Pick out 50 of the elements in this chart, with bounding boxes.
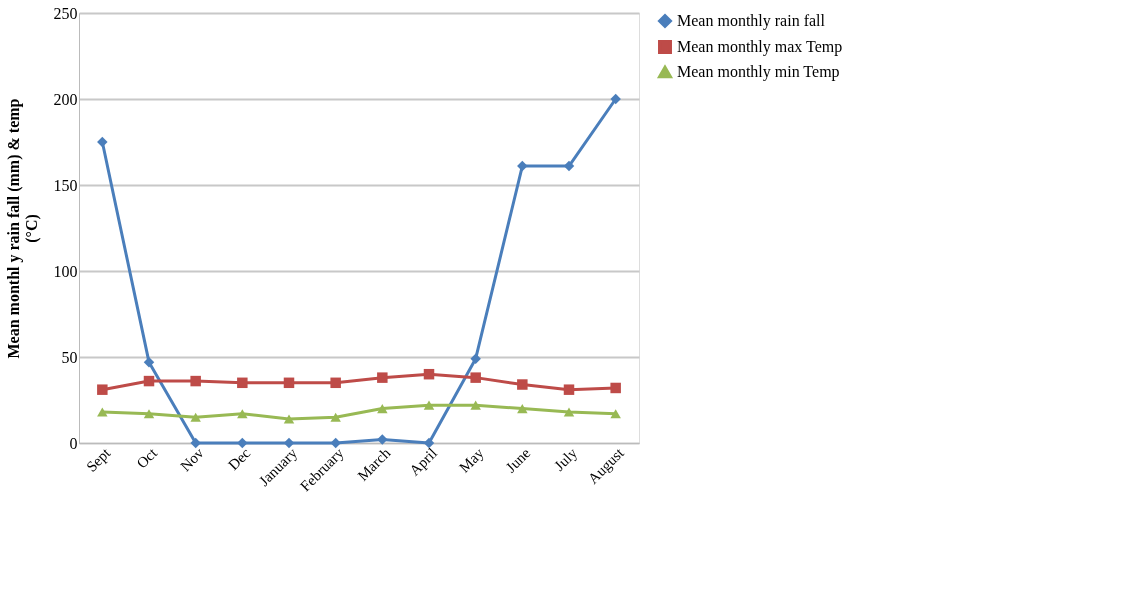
point xyxy=(330,437,341,449)
point xyxy=(143,356,155,368)
point xyxy=(97,407,108,417)
point xyxy=(97,136,108,148)
x-tick-label: Oct xyxy=(133,444,161,472)
point xyxy=(330,377,341,389)
x-tick-label: July xyxy=(551,444,581,474)
point xyxy=(563,407,575,417)
point xyxy=(190,375,201,387)
point xyxy=(330,412,341,422)
point xyxy=(610,93,621,105)
point xyxy=(283,414,295,424)
point xyxy=(610,409,621,419)
x-tick-label: Nov xyxy=(177,444,208,475)
legend-label: Mean monthly min Temp xyxy=(677,63,840,81)
y-tick-label: 100 xyxy=(53,262,78,280)
x-tick-label: Sept xyxy=(83,444,115,475)
point xyxy=(143,375,155,387)
point xyxy=(97,384,108,395)
point xyxy=(377,434,388,445)
y-tick-label: 250 xyxy=(53,4,78,22)
point xyxy=(423,400,435,410)
point xyxy=(190,412,201,422)
point xyxy=(517,160,528,172)
point xyxy=(563,384,575,395)
point xyxy=(190,437,201,449)
legend-label: Mean monthly rain fall xyxy=(677,12,826,30)
y-tick-label: 50 xyxy=(61,348,78,366)
y-tick-label: 200 xyxy=(53,90,78,108)
point xyxy=(143,409,155,419)
x-tick-label: May xyxy=(456,444,488,476)
point xyxy=(610,382,621,394)
y-tick-label: 0 xyxy=(69,434,78,452)
y-tick-label: 150 xyxy=(53,176,78,194)
x-tick-label: Dec xyxy=(225,444,254,474)
point xyxy=(517,379,528,390)
point xyxy=(377,404,388,414)
point xyxy=(470,372,481,383)
point xyxy=(423,368,435,380)
legend-label: Mean monthly max Temp xyxy=(677,38,843,56)
point xyxy=(237,437,248,449)
point xyxy=(470,353,481,364)
point xyxy=(470,400,481,410)
point xyxy=(283,377,295,389)
point xyxy=(237,377,248,389)
point xyxy=(377,372,388,383)
point xyxy=(237,409,248,419)
point xyxy=(517,404,528,414)
y-axis-title: Mean monthl y rain fall (mm) & temp (°C) xyxy=(4,98,41,359)
x-tick-label: June xyxy=(502,444,534,476)
